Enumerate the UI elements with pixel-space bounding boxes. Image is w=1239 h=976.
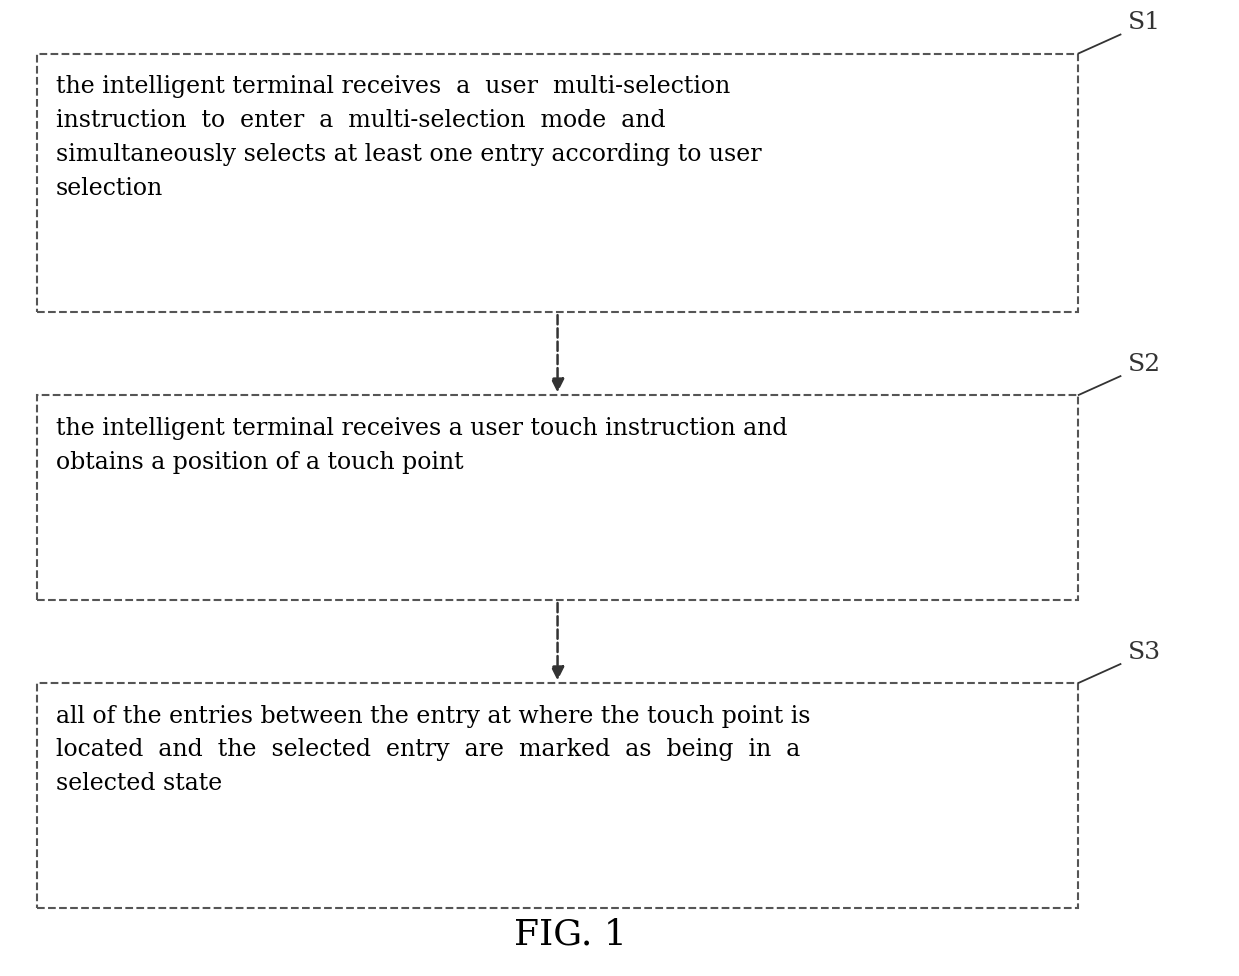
Text: all of the entries between the entry at where the touch point is
located  and  t: all of the entries between the entry at … — [56, 705, 810, 795]
Text: the intelligent terminal receives  a  user  multi-selection
instruction  to  ent: the intelligent terminal receives a user… — [56, 75, 762, 199]
Text: the intelligent terminal receives a user touch instruction and
obtains a positio: the intelligent terminal receives a user… — [56, 417, 787, 473]
Text: FIG. 1: FIG. 1 — [513, 917, 627, 952]
Text: S2: S2 — [1127, 352, 1161, 376]
Text: S1: S1 — [1127, 11, 1161, 34]
Bar — [37, 54, 1078, 312]
Bar — [37, 395, 1078, 600]
Bar — [37, 683, 1078, 908]
Text: S3: S3 — [1127, 640, 1161, 664]
